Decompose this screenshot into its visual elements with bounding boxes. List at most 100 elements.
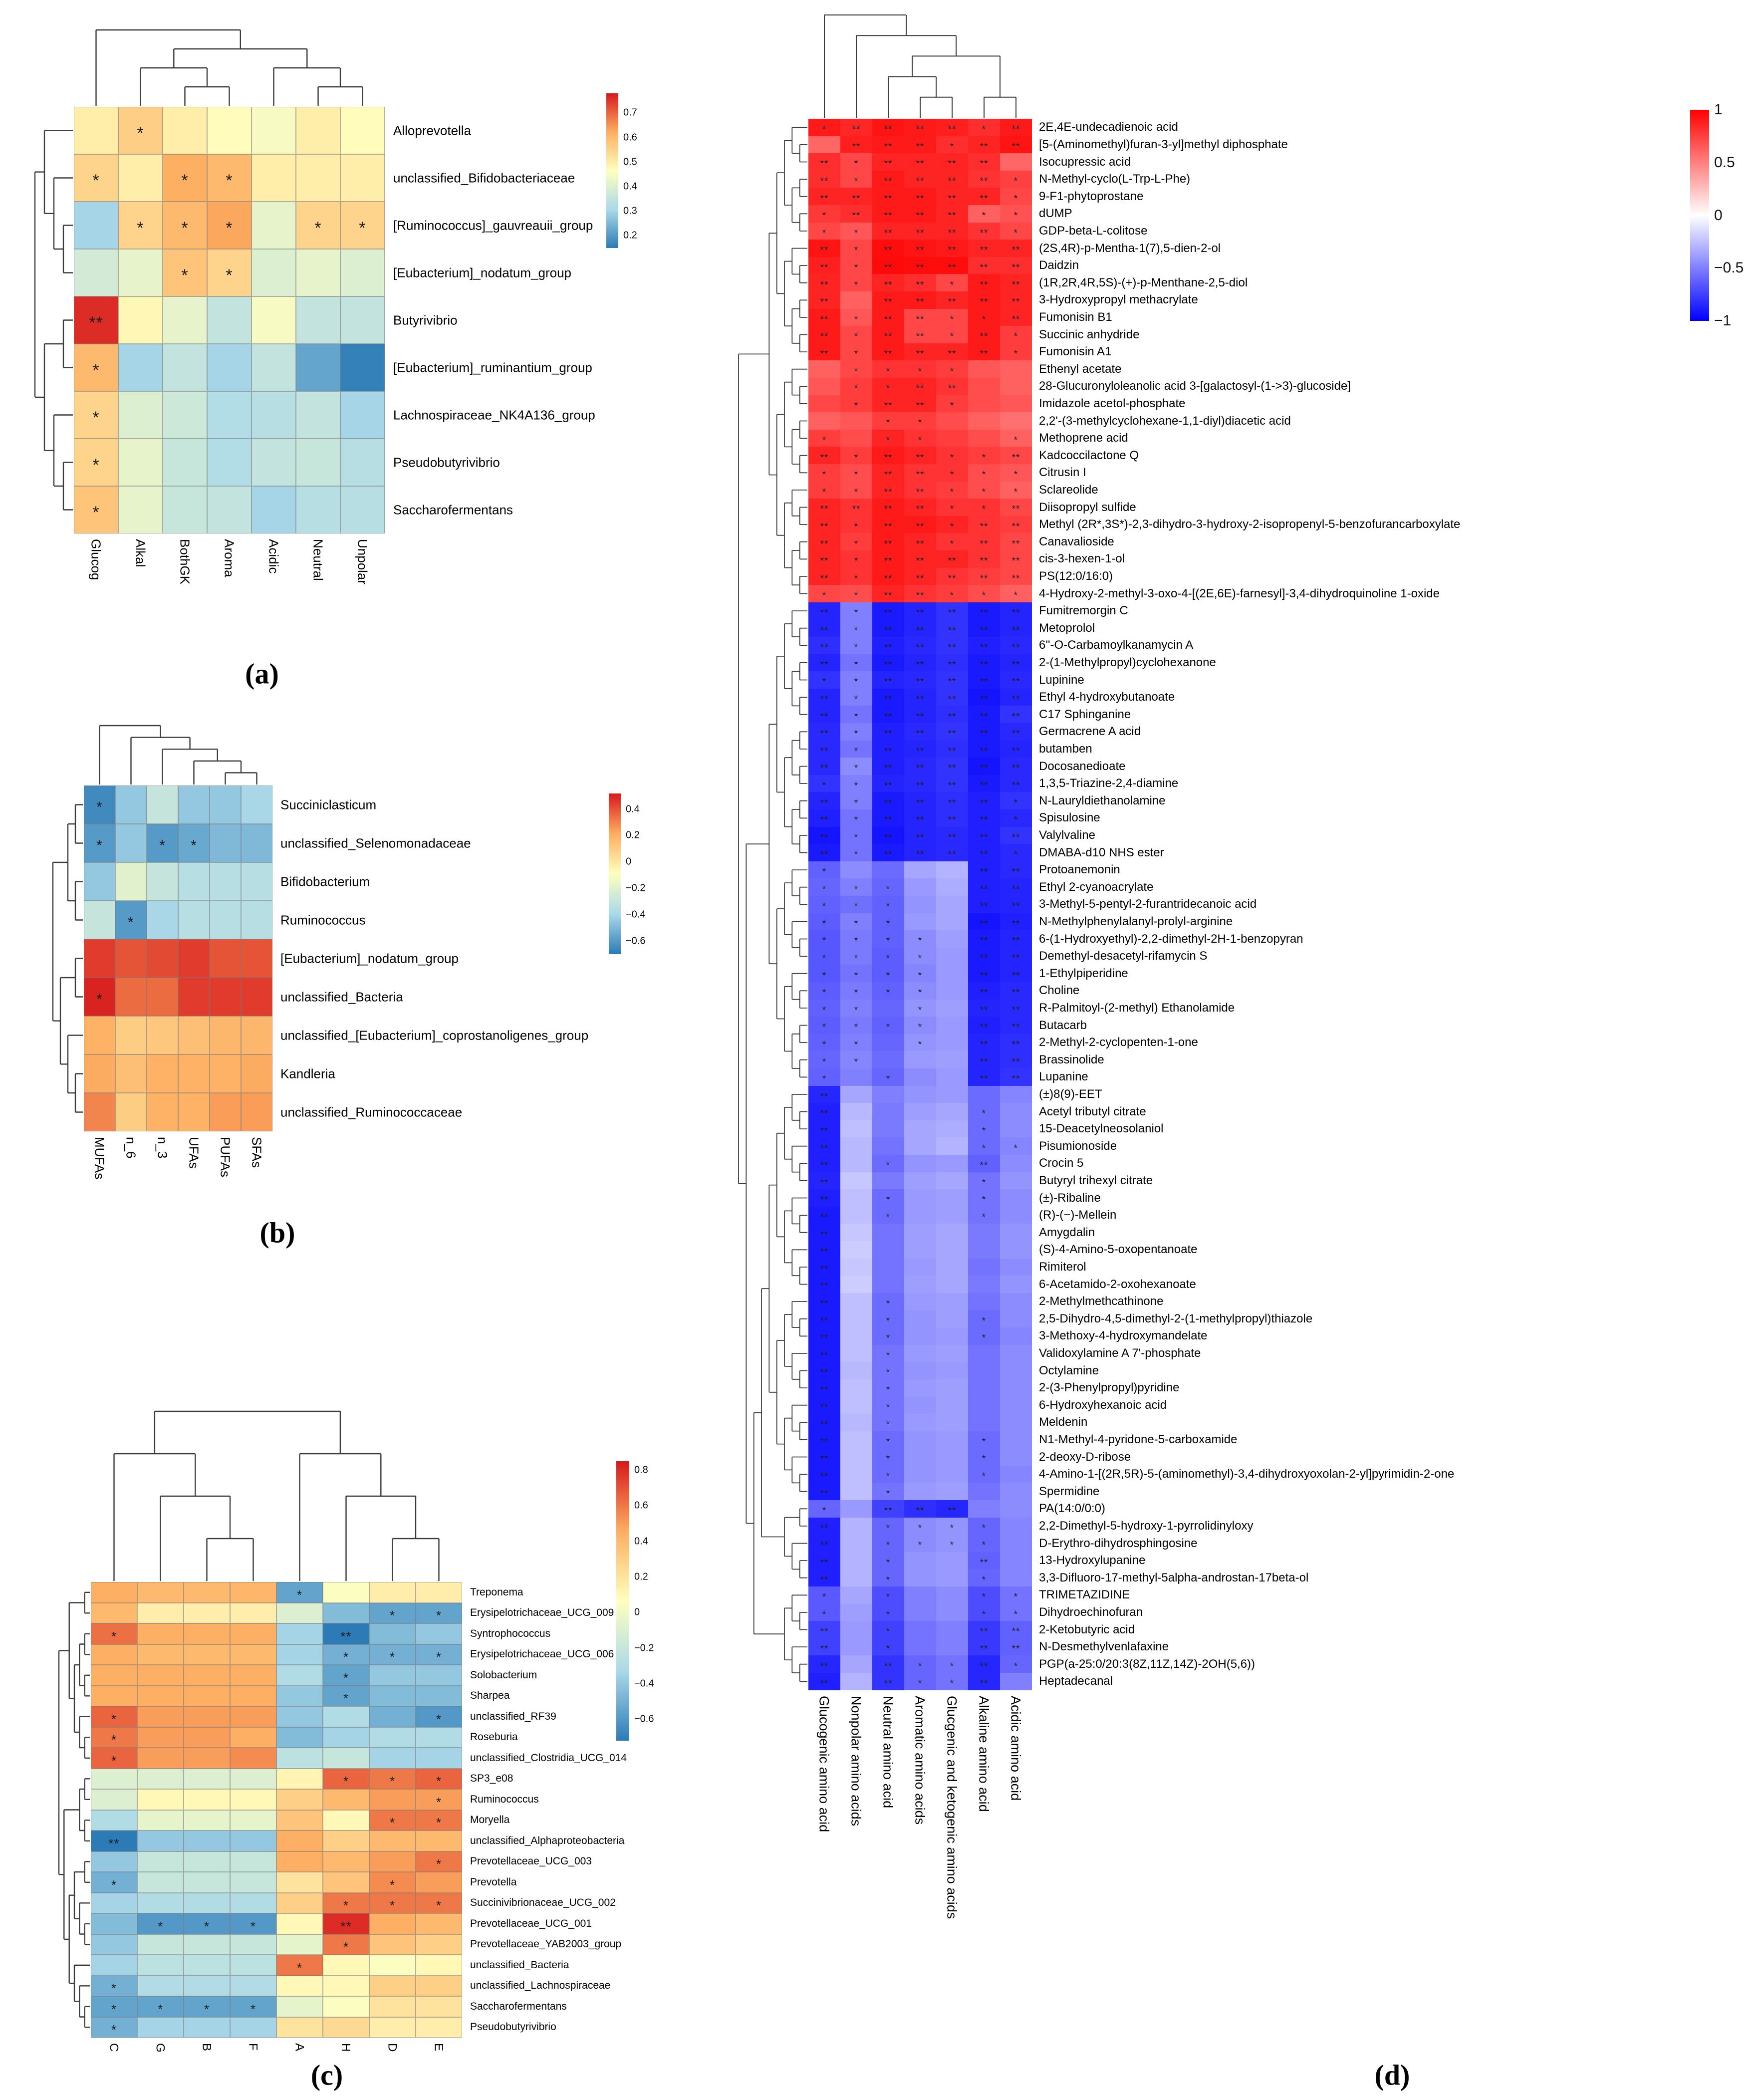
significance-stars: ** <box>1011 279 1020 290</box>
heatmap-cell: * <box>872 1517 904 1535</box>
significance-stars: * <box>886 918 891 929</box>
significance-stars: ** <box>980 763 989 774</box>
significance-stars: ** <box>916 642 925 653</box>
heatmap-cell: ** <box>1000 1034 1032 1051</box>
heatmap-cell <box>840 1293 872 1311</box>
significance-stars: * <box>886 1022 891 1033</box>
significance-stars: ** <box>1011 314 1020 325</box>
row-label: 2-deoxy-D-ribose <box>1039 1450 1131 1464</box>
significance-stars: ** <box>1011 297 1020 308</box>
heatmap-cell: ** <box>1000 308 1032 326</box>
heatmap-cell <box>115 1016 147 1054</box>
heatmap-cell <box>416 1872 462 1893</box>
significance-stars: ** <box>820 1454 829 1465</box>
heatmap-cell <box>1000 1500 1032 1518</box>
significance-stars: ** <box>980 141 989 152</box>
significance-stars: ** <box>820 1299 829 1310</box>
significance-stars: ** <box>820 297 829 308</box>
row-label: 3-Methoxy-4-hydroxymandelate <box>1039 1329 1208 1343</box>
heatmap-cell <box>968 1379 1000 1397</box>
significance-stars: * <box>96 991 103 1008</box>
significance-stars: ** <box>1011 1022 1020 1033</box>
row-label: 3-Hydroxypropyl methacrylate <box>1039 293 1198 307</box>
heatmap-cell <box>1000 1276 1032 1293</box>
significance-stars: * <box>886 418 891 429</box>
heatmap-cell: ** <box>904 706 936 723</box>
significance-stars: * <box>854 746 859 757</box>
row-label: Lachnospiraceae_NK4A136_group <box>393 407 595 422</box>
heatmap-cell <box>416 1685 462 1706</box>
heatmap-cell <box>936 1017 968 1034</box>
heatmap-cell <box>872 999 904 1017</box>
heatmap-cell: ** <box>936 619 968 637</box>
heatmap-cell: ** <box>872 499 904 516</box>
heatmap-cell <box>936 1586 968 1604</box>
significance-stars: ** <box>1011 141 1020 152</box>
significance-stars: * <box>918 1661 923 1672</box>
heatmap-cell <box>323 1955 369 1976</box>
row-label: Prevotellaceae_UCG_001 <box>470 1917 592 1929</box>
significance-stars: * <box>159 837 166 854</box>
significance-stars: ** <box>948 832 957 843</box>
heatmap-cell: * <box>808 1603 840 1621</box>
heatmap-cell: * <box>872 896 904 913</box>
col-label: F <box>246 2043 260 2051</box>
heatmap-cell: * <box>416 1768 462 1789</box>
heatmap-cell <box>1000 412 1032 430</box>
significance-stars: ** <box>980 262 989 273</box>
heatmap-cell <box>1000 1673 1032 1690</box>
heatmap-d: * ** ** ** ** * ** ** ** ** * ** ** ** * ** ** ** ** ** * ** *… <box>808 119 1032 1690</box>
heatmap-cell: * <box>936 1673 968 1690</box>
heatmap-cell <box>840 1241 872 1259</box>
heatmap-cell: * <box>904 360 936 378</box>
heatmap-cell <box>936 930 968 948</box>
heatmap-cell: ** <box>808 1414 840 1431</box>
heatmap-cell: ** <box>808 740 840 758</box>
significance-stars: ** <box>884 141 893 152</box>
row-label: Moryella <box>470 1814 510 1826</box>
heatmap-cell: * <box>872 1586 904 1604</box>
heatmap-cell: ** <box>1000 775 1032 792</box>
col-label: Glucog <box>88 539 104 580</box>
significance-stars: * <box>822 1609 827 1620</box>
heatmap-cell <box>241 901 272 939</box>
heatmap-cell: * <box>115 901 147 939</box>
heatmap-cell: * <box>936 499 968 516</box>
significance-stars: ** <box>884 1678 893 1689</box>
significance-stars: * <box>822 867 827 878</box>
heatmap-cell: * <box>840 723 872 741</box>
significance-stars: * <box>436 1898 442 1913</box>
significance-stars: ** <box>948 556 957 567</box>
heatmap-cell <box>872 1103 904 1120</box>
heatmap-cell <box>230 1727 276 1748</box>
heatmap-cell <box>230 1665 276 1686</box>
heatmap-cell <box>184 1685 230 1706</box>
heatmap-cell <box>840 1500 872 1518</box>
heatmap-cell <box>1000 1327 1032 1345</box>
row-label: 2,2-Dimethyl-5-hydroxy-1-pyrrolidinyloxy <box>1039 1519 1254 1533</box>
heatmap-cell <box>163 439 207 486</box>
significance-stars: ** <box>884 677 893 688</box>
heatmap-cell <box>904 1293 936 1311</box>
significance-stars: ** <box>948 797 957 808</box>
significance-stars: ** <box>980 279 989 290</box>
significance-stars: * <box>822 953 827 964</box>
heatmap-cell: * <box>968 1448 1000 1466</box>
heatmap-cell: ** <box>808 1155 840 1172</box>
heatmap-cell <box>1000 1517 1032 1535</box>
heatmap-cell: * <box>840 654 872 672</box>
heatmap-cell: ** <box>968 930 1000 948</box>
heatmap-cell <box>184 1975 230 1996</box>
significance-stars: * <box>918 936 923 947</box>
column-dendrogram-a <box>95 29 363 106</box>
heatmap-cell: ** <box>808 499 840 516</box>
colorbar-gradient <box>616 1461 629 1741</box>
heatmap-cell: ** <box>808 706 840 723</box>
significance-stars: * <box>111 2022 117 2038</box>
heatmap-cell <box>936 1483 968 1500</box>
heatmap-cell: ** <box>808 1241 840 1259</box>
col-label: Nonpolar amino acids <box>848 1696 864 1827</box>
heatmap-cell: * <box>904 965 936 982</box>
significance-stars: ** <box>980 867 989 878</box>
row-label: dUMP <box>1039 207 1072 221</box>
